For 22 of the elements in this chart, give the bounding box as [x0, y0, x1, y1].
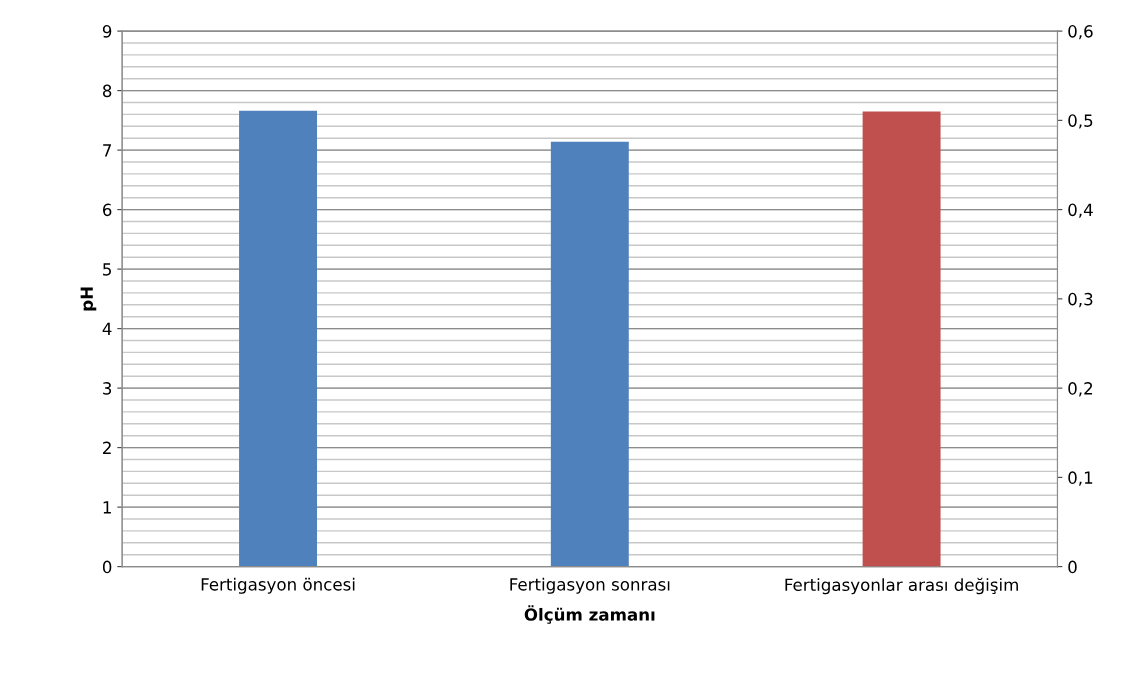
y2-tick-label: 0,5	[1068, 114, 1093, 129]
y-tick-label: 8	[102, 84, 112, 98]
y-tick-label: 5	[103, 263, 111, 276]
y-tick-label: 3	[103, 382, 112, 395]
y-tick-label: 2	[103, 441, 111, 454]
x-tick-label: Fertigasyon sonrası	[510, 577, 670, 594]
y-tick-label: 9	[102, 25, 112, 38]
y-tick-label: 1	[103, 501, 111, 514]
y-tick-label: 6	[102, 203, 112, 217]
y2-tick-label: 0,3	[1068, 292, 1093, 308]
x-axis-title: Ölçüm zamanı	[524, 605, 655, 624]
y2-tick-label: 0	[1068, 560, 1077, 574]
y2-tick-label: 0,6	[1068, 25, 1093, 40]
y2-tick-label: 0,1	[1068, 471, 1093, 486]
y-axis-title: pH	[80, 287, 97, 311]
y2-tick-label: 0,4	[1068, 203, 1093, 218]
y-tick-label: 7	[103, 144, 111, 157]
y-tick-label: 0	[102, 560, 112, 574]
x-tick-label: Fertigasyon öncesi	[201, 577, 355, 594]
x-tick-label: Fertigasyonlar arası değişim	[785, 577, 1018, 595]
y-tick-label: 4	[102, 322, 112, 335]
y2-tick-label: 0,2	[1068, 382, 1093, 397]
